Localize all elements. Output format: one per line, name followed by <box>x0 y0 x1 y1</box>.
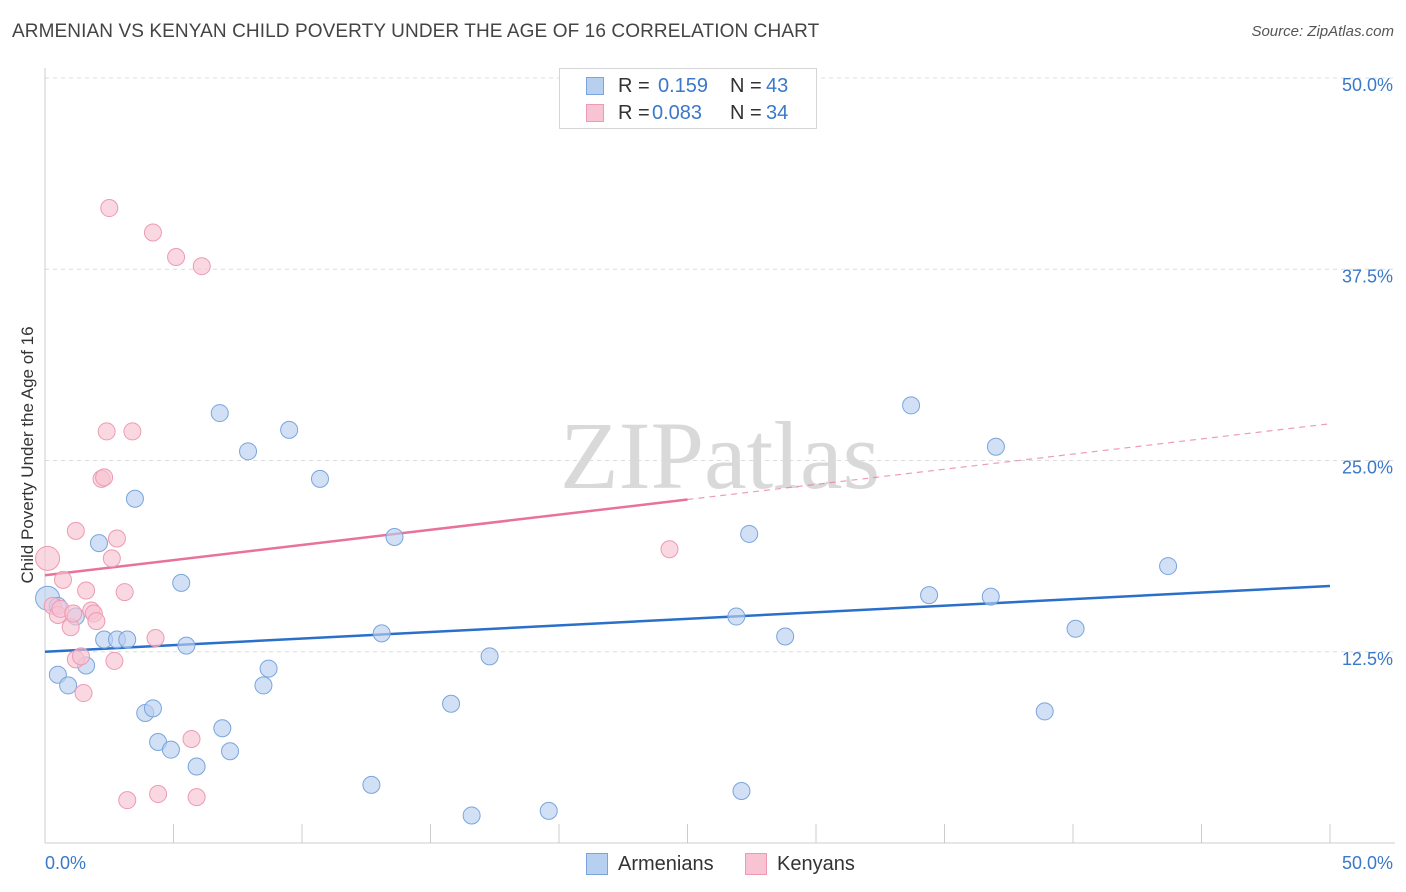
armenians-point <box>1066 619 1085 638</box>
armenians-point <box>1035 702 1054 721</box>
kenyans-trendline <box>44 498 688 577</box>
kenyans-point <box>123 422 142 441</box>
x-tick-label-min: 0.0% <box>45 853 86 873</box>
armenians-point <box>210 404 229 423</box>
x-tick-label-max: 50.0% <box>1342 853 1393 873</box>
armenians-point <box>259 659 278 678</box>
armenians-point <box>981 587 1000 606</box>
kenyans-point <box>105 651 124 670</box>
data-points <box>35 199 1178 825</box>
kenyans-point <box>97 422 116 441</box>
y-tick-label-1: 25.0% <box>1342 458 1393 478</box>
kenyans-point <box>95 468 114 487</box>
armenians-point <box>480 647 499 666</box>
armenians-point <box>740 524 759 543</box>
legend-n-label: N = <box>730 75 762 97</box>
kenyans-point <box>100 199 119 218</box>
legend-r-value-armenians: 0.159 <box>658 75 709 97</box>
watermark: ZIPatlas <box>560 402 880 509</box>
armenians-point <box>539 801 558 820</box>
armenians-point <box>920 586 939 605</box>
kenyans-point <box>660 540 679 559</box>
kenyans-point <box>87 612 106 631</box>
kenyans-point <box>71 647 90 666</box>
armenians-point <box>462 806 481 825</box>
armenians-legend-label: Armenians <box>618 853 714 875</box>
kenyans-point <box>149 785 168 804</box>
kenyans-swatch <box>586 104 604 122</box>
armenians-point <box>172 573 191 592</box>
y-tick-label-0: 12.5% <box>1342 649 1393 669</box>
legend-n-value-armenians: 43 <box>766 75 789 97</box>
source-label: Source: ZipAtlas.com <box>1251 23 1394 40</box>
armenians-trendline <box>44 584 1331 653</box>
armenians-point <box>1159 557 1178 576</box>
armenians-point <box>442 694 461 713</box>
armenians-legend-swatch <box>586 853 608 875</box>
tick-labels: 12.5% 25.0% 37.5% 50.0% 0.0% 50.0% <box>45 75 1393 873</box>
legend-r-label: R = <box>618 75 650 97</box>
armenians-point <box>177 636 196 655</box>
kenyans-point <box>143 223 162 242</box>
gridlines <box>45 77 1395 653</box>
armenians-point <box>239 442 258 461</box>
correlation-legend: R = 0.159 N = 43 R = 0.083 N = 34 <box>559 68 817 129</box>
armenians-point <box>89 534 108 553</box>
armenians-point <box>310 469 329 488</box>
y-axis-label: Child Poverty Under the Age of 16 <box>18 326 37 583</box>
armenians-point <box>280 420 299 439</box>
armenians-point <box>221 742 240 761</box>
armenians-point <box>362 775 381 794</box>
kenyans-point <box>187 788 206 807</box>
y-tick-label-3: 50.0% <box>1342 75 1393 95</box>
kenyans-point <box>64 604 83 623</box>
kenyans-point <box>66 521 85 540</box>
armenians-point <box>59 676 78 695</box>
chart-title: ARMENIAN VS KENYAN CHILD POVERTY UNDER T… <box>12 21 820 42</box>
kenyans-point <box>182 729 201 748</box>
kenyans-point <box>167 248 186 267</box>
armenians-point <box>143 699 162 718</box>
kenyans-trendline-extension <box>687 423 1331 501</box>
legend-r-value-kenyans: 0.083 <box>652 102 703 124</box>
armenians-point <box>372 624 391 643</box>
legend-n-label: N = <box>730 102 762 124</box>
legend-r-label: R = <box>618 102 650 124</box>
armenians-point <box>118 630 137 649</box>
kenyans-point <box>115 583 134 602</box>
kenyans-legend-swatch <box>745 853 767 875</box>
trendlines <box>44 423 1331 653</box>
armenians-point <box>254 676 273 695</box>
armenians-swatch <box>586 77 604 95</box>
y-tick-label-2: 37.5% <box>1342 266 1393 286</box>
legend-n-value-kenyans: 34 <box>766 102 789 124</box>
kenyans-point <box>35 545 61 571</box>
armenians-point <box>213 719 232 738</box>
axes <box>44 68 1395 844</box>
armenians-point <box>727 607 746 626</box>
kenyans-point <box>192 257 211 276</box>
kenyans-point <box>107 529 126 548</box>
armenians-point <box>986 437 1005 456</box>
kenyans-point <box>77 581 96 600</box>
kenyans-point <box>102 549 121 568</box>
armenians-point <box>732 781 751 800</box>
armenians-point <box>776 627 795 646</box>
armenians-point <box>161 740 180 759</box>
armenians-point <box>125 489 144 508</box>
kenyans-point <box>53 570 72 589</box>
kenyans-point <box>74 684 93 703</box>
armenians-point <box>902 396 921 415</box>
armenians-point <box>385 528 404 546</box>
armenians-point <box>187 757 206 776</box>
kenyans-point <box>146 628 165 647</box>
kenyans-legend-label: Kenyans <box>777 853 855 875</box>
kenyans-point <box>118 791 137 810</box>
